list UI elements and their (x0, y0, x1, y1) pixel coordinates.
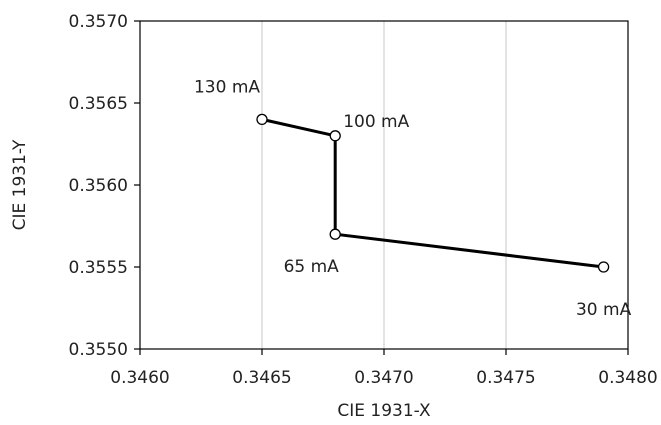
y-tick-label: 0.3555 (69, 258, 128, 278)
y-tick-label: 0.3560 (69, 176, 128, 196)
x-axis-title: CIE 1931-X (337, 401, 431, 421)
x-tick-label: 0.3465 (232, 368, 291, 388)
ticks-layer: 0.3460 0.3465 0.3470 0.3475 0.3480 0.3550 0.35… (69, 12, 658, 388)
data-point-marker (597, 261, 610, 273)
grid-layer (261, 21, 507, 349)
data-point-marker (329, 130, 341, 142)
data-point-marker (329, 228, 341, 240)
y-axis-title: CIE 1931-Y (10, 139, 30, 230)
x-tick-label: 0.3480 (598, 368, 657, 388)
x-tick-label: 0.3475 (476, 368, 535, 388)
data-point-label: 100 mA (343, 112, 409, 132)
series-layer (256, 113, 610, 273)
y-tick-label: 0.3565 (69, 94, 128, 114)
y-tick-label: 0.3550 (69, 340, 128, 360)
labels-layer: 30 mA 65 mA 100 mA 130 mA (194, 77, 632, 320)
data-point-label: 65 mA (284, 257, 340, 277)
data-point-marker (256, 113, 268, 126)
series-line (261, 117, 604, 269)
y-tick-label: 0.3570 (69, 12, 128, 32)
x-tick-label: 0.3460 (110, 368, 169, 388)
data-point-label: 130 mA (194, 77, 260, 97)
data-point-label: 30 mA (576, 300, 632, 320)
x-tick-label: 0.3470 (354, 368, 413, 388)
